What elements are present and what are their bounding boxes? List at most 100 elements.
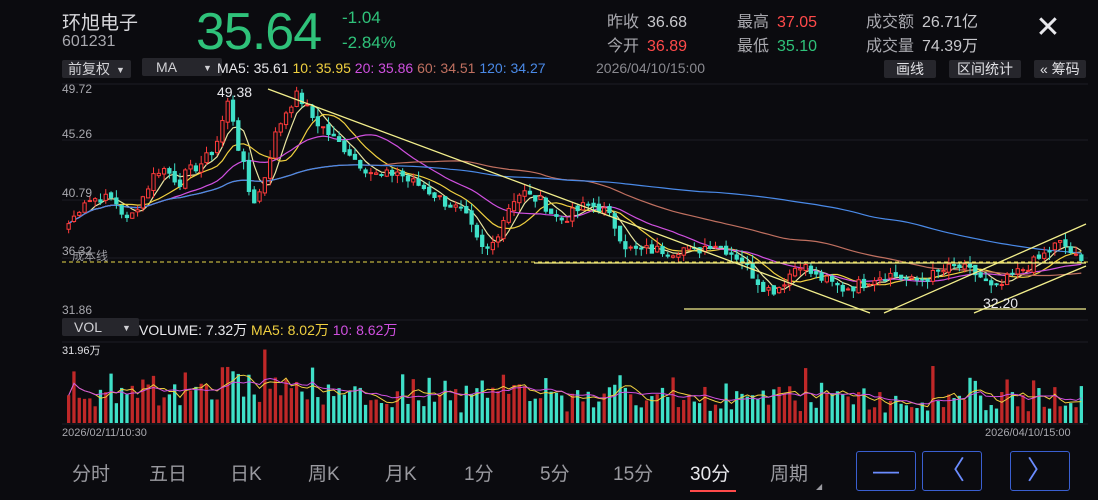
candle-body	[485, 246, 490, 249]
candle-body	[639, 247, 644, 250]
volume-bar	[210, 399, 214, 423]
candle-body	[951, 264, 957, 267]
volume-bar	[109, 373, 113, 423]
volume-bar	[952, 398, 956, 423]
volume-bar	[766, 404, 771, 423]
candle-body	[98, 199, 103, 203]
candle-body	[723, 245, 729, 255]
candle-body	[718, 245, 723, 248]
volume-bar	[549, 391, 553, 423]
candle-body	[161, 168, 167, 175]
high-price: 最高 37.05	[737, 14, 818, 31]
volume-bar	[88, 398, 92, 423]
candle-body	[564, 220, 570, 223]
candle-body	[883, 279, 888, 282]
candle-body	[904, 277, 909, 280]
ma20-value: 20: 35.86	[354, 60, 414, 76]
candle-body	[135, 209, 140, 213]
volume-bar	[666, 396, 670, 423]
volume-bar	[1016, 406, 1020, 423]
prev-button[interactable]: 〈	[922, 451, 982, 491]
tab-1min[interactable]: 1分	[464, 464, 494, 485]
volume-bar	[629, 394, 633, 423]
volume-bar	[682, 399, 686, 423]
volume-ma-line-10	[68, 377, 1082, 405]
candle-body	[676, 253, 681, 258]
volume-bar	[1026, 411, 1030, 423]
volume-bar	[544, 378, 548, 423]
candle-body	[612, 213, 617, 229]
y-tick: 36.32	[62, 244, 93, 258]
volume-bar	[294, 381, 299, 423]
volume-bar	[151, 375, 156, 423]
tab-monthly[interactable]: 月K	[385, 464, 417, 485]
volume-bar	[517, 384, 521, 423]
volume-bar	[485, 397, 490, 423]
draw-button[interactable]: 画线	[884, 59, 936, 80]
volume-bar	[236, 373, 240, 423]
candle-body	[506, 208, 511, 223]
candle-body	[548, 208, 554, 214]
candle-body	[708, 246, 713, 249]
range-stats-button[interactable]: 区间统计	[949, 59, 1021, 80]
ma10-value: 10: 35.95	[292, 60, 351, 76]
volume-bar	[872, 407, 877, 423]
indicator-select[interactable]: MA ▼	[142, 58, 222, 80]
next-button[interactable]: 〉	[1010, 451, 1070, 491]
tab-period[interactable]: 周期	[770, 464, 809, 485]
tab-five-day[interactable]: 五日	[149, 464, 188, 485]
volume-bar	[703, 386, 707, 423]
volume-bar	[199, 383, 203, 423]
volume-bar	[798, 411, 802, 423]
volume-bar	[989, 405, 993, 423]
tab-weekly[interactable]: 周K	[308, 464, 340, 485]
low-marker: 32.20	[983, 295, 1019, 311]
volume-bar	[480, 380, 484, 423]
volume-bar	[735, 391, 739, 423]
candle-body	[1073, 253, 1079, 256]
candle-body	[898, 274, 904, 279]
volume-bar	[501, 374, 506, 423]
zoom-out-button[interactable]: —	[856, 451, 916, 491]
candle-body	[776, 287, 782, 294]
candle-body	[999, 284, 1004, 287]
crosshair-datetime: 2026/04/10/15:00	[596, 60, 705, 76]
volume-bar	[814, 407, 818, 423]
tab-30min[interactable]: 30分	[690, 464, 731, 485]
volume-bar	[888, 400, 893, 423]
volume-bar	[782, 394, 787, 423]
vol-ma5-value: MA5: 8.02万	[251, 322, 329, 338]
volume-bar	[904, 405, 909, 423]
open-price: 今开 36.89	[607, 38, 688, 55]
close-icon[interactable]: ✕	[1035, 11, 1061, 44]
volume-bar	[273, 377, 278, 423]
tab-intraday[interactable]: 分时	[72, 464, 111, 485]
volume-bar	[120, 387, 124, 423]
chips-button[interactable]: « 筹码	[1034, 59, 1086, 80]
candle-body	[989, 280, 994, 286]
vol-indicator-select[interactable]: VOL ▼	[62, 318, 139, 340]
ma120-value: 120: 34.27	[479, 60, 546, 76]
candle-body	[596, 203, 602, 213]
tab-5min[interactable]: 5分	[540, 464, 570, 485]
candle-body	[273, 131, 278, 159]
candle-body	[1052, 242, 1057, 251]
candle-body	[289, 106, 294, 114]
tab-daily[interactable]: 日K	[230, 464, 262, 485]
candle-body	[400, 170, 405, 177]
volume-bar	[353, 386, 357, 423]
trend-line-up-2	[973, 265, 1087, 314]
volume-bar	[1021, 395, 1025, 423]
tab-15min[interactable]: 15分	[613, 464, 654, 485]
volume-bar	[761, 390, 765, 423]
volume-bar	[692, 401, 696, 423]
candle-body	[315, 116, 320, 127]
candle-body	[755, 279, 761, 286]
volume-bar	[522, 386, 527, 423]
candle-body	[983, 278, 989, 282]
candle-body	[1042, 252, 1047, 259]
candle-body	[331, 133, 336, 137]
adjust-select[interactable]: 前复权 ▼	[62, 59, 131, 80]
period-bar	[52, 446, 1098, 500]
